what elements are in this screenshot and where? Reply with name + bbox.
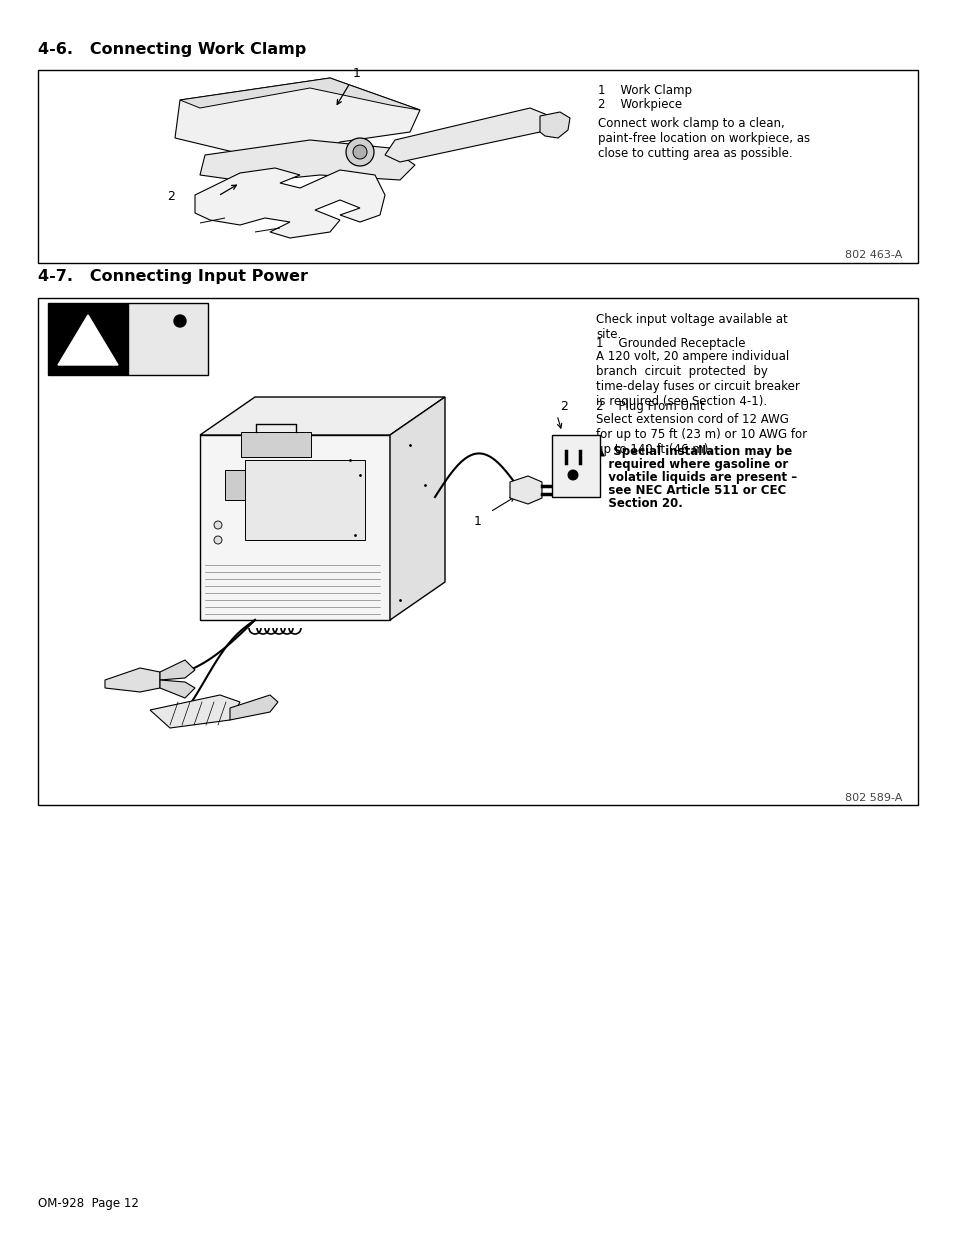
Text: 2    Workpiece: 2 Workpiece bbox=[598, 98, 681, 111]
Bar bbox=[128, 303, 208, 375]
Bar bbox=[241, 431, 312, 457]
Circle shape bbox=[173, 315, 186, 327]
Text: 1    Grounded Receptacle: 1 Grounded Receptacle bbox=[596, 337, 744, 350]
Bar bbox=[38, 70, 917, 263]
Text: OM-928  Page 12: OM-928 Page 12 bbox=[38, 1197, 139, 1210]
Polygon shape bbox=[390, 396, 444, 620]
Text: 1: 1 bbox=[353, 67, 360, 80]
Polygon shape bbox=[58, 315, 118, 366]
Bar bbox=[245, 459, 365, 540]
Text: required where gasoline or: required where gasoline or bbox=[596, 458, 787, 471]
Text: Connect work clamp to a clean,
paint-free location on workpiece, as
close to cut: Connect work clamp to a clean, paint-fre… bbox=[598, 117, 809, 161]
Polygon shape bbox=[194, 168, 385, 238]
Circle shape bbox=[213, 521, 222, 529]
Text: see NEC Article 511 or CEC: see NEC Article 511 or CEC bbox=[596, 484, 785, 496]
Text: A 120 volt, 20 ampere individual
branch  circuit  protected  by
time-delay fuses: A 120 volt, 20 ampere individual branch … bbox=[596, 350, 799, 408]
Text: 2: 2 bbox=[559, 400, 567, 412]
Polygon shape bbox=[200, 435, 390, 620]
Polygon shape bbox=[105, 668, 160, 692]
Text: 1: 1 bbox=[474, 515, 481, 529]
Text: ▲  Special installation may be: ▲ Special installation may be bbox=[596, 445, 791, 458]
Polygon shape bbox=[539, 112, 569, 138]
Polygon shape bbox=[174, 78, 419, 162]
Bar bbox=[225, 471, 245, 500]
Bar bbox=[552, 435, 599, 496]
Text: Check input voltage available at
site.: Check input voltage available at site. bbox=[596, 312, 787, 341]
Text: Select extension cord of 12 AWG
for up to 75 ft (23 m) or 10 AWG for
up to 140 f: Select extension cord of 12 AWG for up t… bbox=[596, 412, 806, 456]
Bar bbox=[38, 298, 917, 805]
Text: 1    Work Clamp: 1 Work Clamp bbox=[598, 84, 691, 98]
Text: 4-6.   Connecting Work Clamp: 4-6. Connecting Work Clamp bbox=[38, 42, 306, 57]
Text: !: ! bbox=[84, 342, 92, 361]
Polygon shape bbox=[200, 140, 415, 182]
Polygon shape bbox=[385, 107, 550, 162]
Text: 802 463-A: 802 463-A bbox=[844, 249, 902, 261]
Text: Section 20.: Section 20. bbox=[596, 496, 682, 510]
Text: 2: 2 bbox=[167, 189, 174, 203]
Text: ⚡: ⚡ bbox=[138, 324, 150, 341]
Polygon shape bbox=[160, 659, 194, 680]
Polygon shape bbox=[200, 396, 444, 435]
Text: 2    Plug From Unit: 2 Plug From Unit bbox=[596, 400, 704, 412]
Circle shape bbox=[213, 536, 222, 543]
Text: volatile liquids are present –: volatile liquids are present – bbox=[596, 471, 797, 484]
Circle shape bbox=[567, 471, 578, 480]
Polygon shape bbox=[230, 695, 277, 720]
Text: 4-7.   Connecting Input Power: 4-7. Connecting Input Power bbox=[38, 269, 308, 284]
Text: 802 589-A: 802 589-A bbox=[844, 793, 902, 803]
Polygon shape bbox=[180, 78, 419, 110]
Bar bbox=[48, 303, 128, 375]
Polygon shape bbox=[150, 695, 240, 727]
Polygon shape bbox=[160, 680, 194, 698]
Polygon shape bbox=[510, 475, 541, 504]
Circle shape bbox=[346, 138, 374, 165]
Circle shape bbox=[353, 144, 367, 159]
